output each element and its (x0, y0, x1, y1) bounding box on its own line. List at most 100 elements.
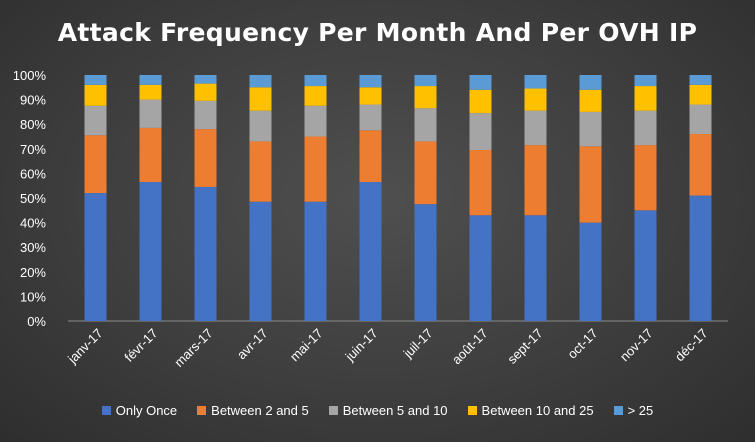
bar-segment (414, 204, 437, 321)
y-tick-label: 40% (20, 216, 46, 231)
bar-segment (689, 195, 712, 321)
bar-segment (139, 127, 162, 183)
bar-segment (84, 84, 107, 106)
bar-segment (524, 88, 547, 111)
bar-segment (139, 75, 162, 85)
bar-segment (689, 134, 712, 196)
bar-segment (414, 141, 437, 205)
bar-segment (359, 130, 382, 183)
legend-label: > 25 (627, 403, 654, 418)
y-tick-label: 0% (27, 314, 46, 329)
bar-segment (249, 110, 272, 142)
legend-swatch (613, 406, 623, 415)
bar-segment (469, 215, 492, 321)
y-tick-label: 50% (20, 191, 46, 206)
legend-label: Between 5 and 10 (342, 403, 448, 418)
bar-segment (249, 201, 272, 321)
x-tick-label: janv-17 (64, 326, 105, 367)
x-tick-label: avr-17 (234, 326, 271, 363)
bar-segment (139, 182, 162, 321)
bar-segment (524, 110, 547, 146)
legend-swatch (328, 406, 338, 415)
bar-segment (84, 75, 107, 85)
y-tick-label: 80% (20, 117, 46, 132)
x-tick-label: mars-17 (171, 326, 215, 370)
bar-segment (359, 182, 382, 321)
bar-segment (249, 75, 272, 88)
bar-segment (194, 75, 217, 84)
legend-item: Between 5 and 10 (328, 403, 448, 418)
bar-segment (579, 146, 602, 223)
bar-segment (139, 84, 162, 100)
bar-segment (579, 89, 602, 112)
bar-segment (689, 75, 712, 85)
legend-label: Only Once (115, 403, 178, 418)
bar-segment (689, 104, 712, 135)
legend-label: Between 2 and 5 (211, 403, 309, 418)
bar-segment (689, 84, 712, 105)
y-tick-label: 60% (20, 166, 46, 181)
bar-segment (634, 110, 657, 146)
y-tick-label: 10% (20, 289, 46, 304)
y-tick-label: 20% (20, 265, 46, 280)
legend-label: Between 10 and 25 (481, 403, 594, 418)
bar-segment (194, 83, 217, 101)
bar-segment (634, 75, 657, 87)
x-tick-label: mai-17 (287, 326, 326, 365)
bar-segment (469, 150, 492, 216)
bar-segment (579, 111, 602, 147)
bar-segment (194, 100, 217, 130)
bar-segment (524, 145, 547, 216)
y-tick-label: 100% (13, 68, 47, 83)
legend-item: Between 10 and 25 (467, 403, 594, 418)
bar-segment (304, 75, 327, 87)
bar-segment (304, 105, 327, 137)
x-tick-label: déc-17 (672, 326, 711, 365)
bar-segment (579, 75, 602, 90)
bar-segment (249, 141, 272, 202)
bar-segment (84, 105, 107, 136)
x-tick-label: févr-17 (121, 326, 160, 365)
bar-segment (84, 193, 107, 321)
bar-segment (304, 86, 327, 106)
bar-segment (469, 89, 492, 114)
bar-segment (194, 129, 217, 187)
x-tick-label: nov-17 (617, 326, 656, 365)
bar-segment (84, 135, 107, 194)
bar-segment (304, 201, 327, 321)
bar-segment (414, 108, 437, 142)
x-tick-label: juil-17 (400, 326, 436, 362)
bar-segment (524, 215, 547, 321)
bar-segment (469, 75, 492, 90)
bar-segment (194, 186, 217, 321)
bar-segment (359, 104, 382, 131)
bar-segment (139, 99, 162, 128)
bar-segment (579, 222, 602, 321)
legend-swatch (101, 406, 111, 415)
bar-segment (634, 86, 657, 111)
bar-segment (414, 75, 437, 87)
y-tick-label: 30% (20, 240, 46, 255)
chart-legend: Only Once Between 2 and 5 Between 5 and 10… (0, 403, 755, 418)
legend-swatch (467, 406, 477, 415)
legend-item: Between 2 and 5 (197, 403, 309, 418)
chart-title: Attack Frequency Per Month And Per OVH I… (57, 18, 698, 47)
bar-segment (359, 87, 382, 105)
legend-item: Only Once (101, 403, 178, 418)
legend-swatch (197, 406, 207, 415)
y-tick-label: 70% (20, 142, 46, 157)
bar-segment (634, 145, 657, 211)
legend-item: > 25 (613, 403, 654, 418)
x-tick-label: sept-17 (504, 326, 545, 367)
y-tick-label: 90% (20, 93, 46, 108)
x-tick-label: oct-17 (564, 326, 600, 362)
x-tick-label: août-17 (449, 326, 491, 368)
bar-segment (304, 136, 327, 202)
x-tick-label: juin-17 (342, 326, 381, 365)
bar-segment (359, 75, 382, 88)
bar-segment (414, 86, 437, 109)
bar-segment (524, 75, 547, 89)
bar-segment (469, 113, 492, 151)
